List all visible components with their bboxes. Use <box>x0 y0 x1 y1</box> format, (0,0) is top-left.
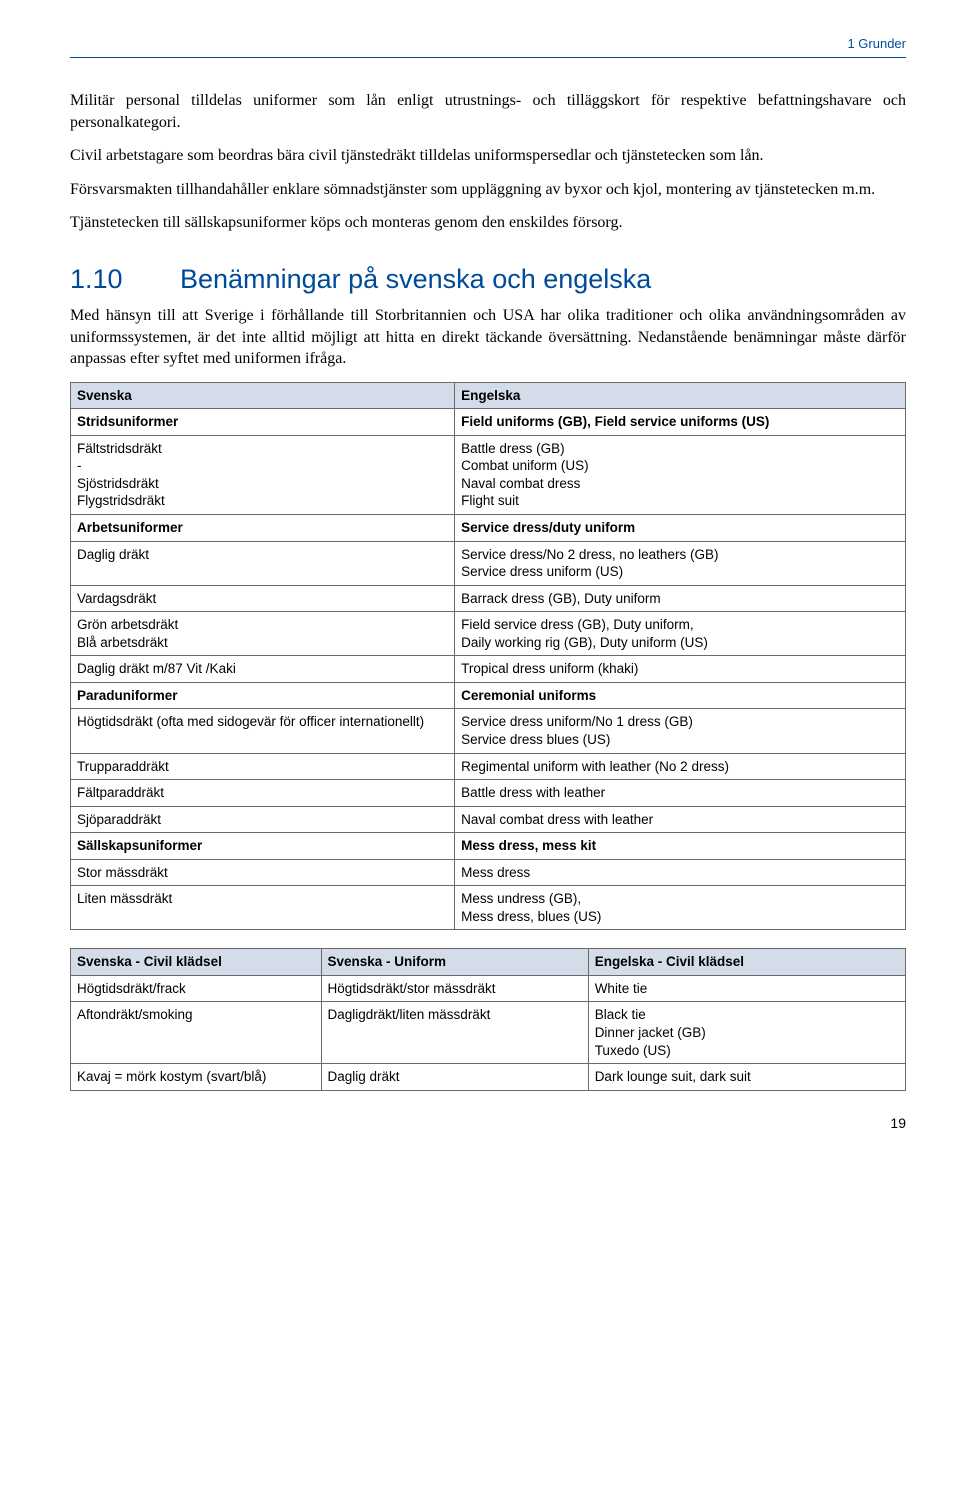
th-engelska: Engelska <box>455 382 906 409</box>
table-row: Fältstridsdräkt-SjöstridsdräktFlygstrids… <box>71 435 906 514</box>
th2-c3: Engelska - Civil klädsel <box>588 949 905 976</box>
table-row: FältparaddräktBattle dress with leather <box>71 780 906 807</box>
table-row: Daglig dräkt m/87 Vit /KakiTropical dres… <box>71 656 906 683</box>
intro-p3: Försvarsmakten tillhandahåller enklare s… <box>70 179 906 201</box>
cell-sv: Sällskapsuniformer <box>71 833 455 860</box>
table-row: Kavaj = mörk kostym (svart/blå)Daglig dr… <box>71 1064 906 1091</box>
cell-sv: Paraduniformer <box>71 682 455 709</box>
table-row: Stor mässdräktMess dress <box>71 859 906 886</box>
th2-c1: Svenska - Civil klädsel <box>71 949 322 976</box>
cell-en: Barrack dress (GB), Duty uniform <box>455 585 906 612</box>
cell-sv: Liten mässdräkt <box>71 886 455 930</box>
cell-c2: Dagligdräkt/liten mässdräkt <box>321 1002 588 1064</box>
table-row: SjöparaddräktNaval combat dress with lea… <box>71 806 906 833</box>
cell-en: Service dress uniform/No 1 dress (GB)Ser… <box>455 709 906 753</box>
civilian-mapping-table: Svenska - Civil klädsel Svenska - Unifor… <box>70 948 906 1090</box>
cell-c1: Aftondräkt/smoking <box>71 1002 322 1064</box>
cell-sv: Vardagsdräkt <box>71 585 455 612</box>
cell-c2: Daglig dräkt <box>321 1064 588 1091</box>
intro-p2: Civil arbetstagare som beordras bära civ… <box>70 145 906 167</box>
cell-en: Battle dress (GB)Combat uniform (US)Nava… <box>455 435 906 514</box>
cell-c1: Kavaj = mörk kostym (svart/blå) <box>71 1064 322 1091</box>
cell-c3: Dark lounge suit, dark suit <box>588 1064 905 1091</box>
cell-c3: White tie <box>588 975 905 1002</box>
table-row: VardagsdräktBarrack dress (GB), Duty uni… <box>71 585 906 612</box>
cell-en: Mess undress (GB),Mess dress, blues (US) <box>455 886 906 930</box>
table-row: Högtidsdräkt/frackHögtidsdräkt/stor mäss… <box>71 975 906 1002</box>
table-row: SällskapsuniformerMess dress, mess kit <box>71 833 906 860</box>
cell-en: Mess dress <box>455 859 906 886</box>
running-header: 1 Grunder <box>70 36 906 58</box>
table-row: Liten mässdräktMess undress (GB),Mess dr… <box>71 886 906 930</box>
table-row: ArbetsuniformerService dress/duty unifor… <box>71 515 906 542</box>
table-row: Högtidsdräkt (ofta med sidogevär för off… <box>71 709 906 753</box>
cell-en: Battle dress with leather <box>455 780 906 807</box>
table-row: TrupparaddräktRegimental uniform with le… <box>71 753 906 780</box>
cell-c3: Black tieDinner jacket (GB)Tuxedo (US) <box>588 1002 905 1064</box>
table-header-row: Svenska Engelska <box>71 382 906 409</box>
th2-c2: Svenska - Uniform <box>321 949 588 976</box>
table-row: Aftondräkt/smokingDagligdräkt/liten mäss… <box>71 1002 906 1064</box>
cell-sv: Stridsuniformer <box>71 409 455 436</box>
cell-en: Mess dress, mess kit <box>455 833 906 860</box>
cell-sv: Högtidsdräkt (ofta med sidogevär för off… <box>71 709 455 753</box>
cell-sv: Fältparaddräkt <box>71 780 455 807</box>
cell-c1: Högtidsdräkt/frack <box>71 975 322 1002</box>
cell-sv: Stor mässdräkt <box>71 859 455 886</box>
table-row: StridsuniformerField uniforms (GB), Fiel… <box>71 409 906 436</box>
table-row: ParaduniformerCeremonial uniforms <box>71 682 906 709</box>
section-heading: 1.10Benämningar på svenska och engelska <box>70 264 906 295</box>
cell-en: Service dress/No 2 dress, no leathers (G… <box>455 541 906 585</box>
cell-sv: Arbetsuniformer <box>71 515 455 542</box>
intro-p4: Tjänstetecken till sällskapsuniformer kö… <box>70 212 906 234</box>
page-number: 19 <box>70 1115 906 1131</box>
table-row: Grön arbetsdräktBlå arbetsdräktField ser… <box>71 612 906 656</box>
cell-sv: Daglig dräkt m/87 Vit /Kaki <box>71 656 455 683</box>
cell-en: Ceremonial uniforms <box>455 682 906 709</box>
cell-en: Regimental uniform with leather (No 2 dr… <box>455 753 906 780</box>
cell-sv: Daglig dräkt <box>71 541 455 585</box>
cell-en: Naval combat dress with leather <box>455 806 906 833</box>
section-number: 1.10 <box>70 264 180 295</box>
table-row: Daglig dräktService dress/No 2 dress, no… <box>71 541 906 585</box>
cell-sv: Sjöparaddräkt <box>71 806 455 833</box>
table2-header-row: Svenska - Civil klädsel Svenska - Unifor… <box>71 949 906 976</box>
section-lead: Med hänsyn till att Sverige i förhålland… <box>70 305 906 370</box>
th-svenska: Svenska <box>71 382 455 409</box>
cell-en: Field service dress (GB), Duty uniform,D… <box>455 612 906 656</box>
cell-sv: Fältstridsdräkt-SjöstridsdräktFlygstrids… <box>71 435 455 514</box>
cell-sv: Grön arbetsdräktBlå arbetsdräkt <box>71 612 455 656</box>
cell-c2: Högtidsdräkt/stor mässdräkt <box>321 975 588 1002</box>
cell-sv: Trupparaddräkt <box>71 753 455 780</box>
terminology-table: Svenska Engelska StridsuniformerField un… <box>70 382 906 931</box>
cell-en: Field uniforms (GB), Field service unifo… <box>455 409 906 436</box>
section-title: Benämningar på svenska och engelska <box>180 264 651 294</box>
cell-en: Service dress/duty uniform <box>455 515 906 542</box>
intro-p1: Militär personal tilldelas uniformer som… <box>70 90 906 133</box>
cell-en: Tropical dress uniform (khaki) <box>455 656 906 683</box>
